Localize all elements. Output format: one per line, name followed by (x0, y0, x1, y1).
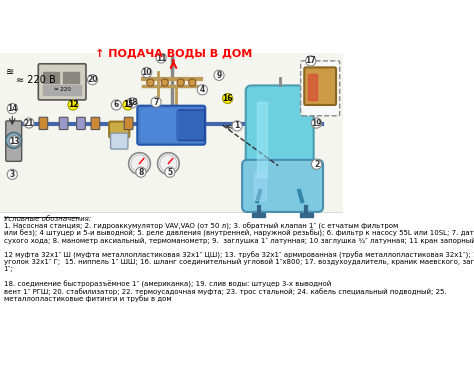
Circle shape (214, 70, 224, 80)
Circle shape (311, 118, 321, 128)
Text: или без); 4 штуцер и 5-и выводной; 5. реле давления (внутренней, наружной резьбы: или без); 4 штуцер и 5-и выводной; 5. ре… (4, 230, 474, 237)
Text: 21: 21 (24, 118, 34, 128)
FancyBboxPatch shape (246, 85, 314, 197)
Text: ↑ ПОДАЧА ВОДЫ В ДОМ: ↑ ПОДАЧА ВОДЫ В ДОМ (95, 49, 252, 59)
Circle shape (131, 155, 148, 172)
FancyBboxPatch shape (304, 67, 336, 105)
FancyBboxPatch shape (59, 117, 68, 130)
FancyBboxPatch shape (6, 121, 22, 161)
Ellipse shape (6, 132, 22, 148)
Circle shape (311, 159, 321, 169)
Circle shape (189, 79, 196, 86)
FancyBboxPatch shape (110, 133, 128, 149)
Circle shape (136, 167, 146, 177)
Text: 19: 19 (311, 118, 322, 128)
FancyBboxPatch shape (38, 64, 86, 100)
Circle shape (197, 85, 208, 95)
Circle shape (160, 155, 177, 172)
Text: сухого хода; 8. манометр аксиальный, термоманометр; 9.  заглушка 1″ латунная; 10: сухого хода; 8. манометр аксиальный, тер… (4, 237, 474, 244)
Text: 18. соединение быстроразъёмное 1″ (американка); 19. слив воды: штуцер 3-х выводн: 18. соединение быстроразъёмное 1″ (амери… (4, 280, 331, 288)
Circle shape (223, 93, 233, 103)
Bar (43, 72, 59, 82)
Bar (308, 74, 317, 100)
Circle shape (151, 97, 161, 107)
Circle shape (9, 136, 19, 146)
Text: 15: 15 (123, 100, 133, 109)
Circle shape (142, 67, 152, 78)
Text: ≊: ≊ (6, 67, 14, 77)
Text: 16: 16 (222, 94, 233, 103)
FancyBboxPatch shape (242, 160, 323, 212)
Text: Условные обозначения:: Условные обозначения: (4, 216, 91, 222)
Bar (300, 213, 313, 217)
Bar (257, 102, 267, 177)
Circle shape (128, 153, 150, 174)
Circle shape (68, 100, 78, 110)
Text: вент 1″ РГШ; 20. стабилизатор; 22. термоусадочная муфта; 23. трос стальной; 24. : вент 1″ РГШ; 20. стабилизатор; 22. термо… (4, 288, 446, 295)
FancyBboxPatch shape (91, 117, 100, 130)
Text: 6: 6 (114, 100, 119, 109)
Bar (255, 172, 266, 200)
Text: 1″;: 1″; (4, 266, 13, 272)
Circle shape (232, 121, 242, 131)
Bar (63, 72, 79, 82)
Text: 13: 13 (9, 137, 20, 146)
Circle shape (87, 75, 98, 85)
Circle shape (156, 53, 166, 63)
Text: 7: 7 (154, 98, 159, 107)
Bar (0, 53, 343, 212)
Circle shape (306, 56, 316, 66)
Circle shape (127, 98, 137, 108)
FancyBboxPatch shape (109, 121, 129, 138)
Text: 12: 12 (68, 100, 78, 109)
Circle shape (7, 103, 18, 114)
FancyBboxPatch shape (39, 117, 48, 130)
Text: 10: 10 (141, 68, 152, 77)
FancyBboxPatch shape (301, 61, 340, 116)
Circle shape (24, 118, 34, 128)
Circle shape (161, 79, 168, 86)
FancyBboxPatch shape (177, 110, 204, 140)
Text: ≈ 220: ≈ 220 (54, 87, 71, 92)
Text: 8: 8 (138, 168, 144, 177)
Circle shape (165, 167, 175, 177)
Text: 4: 4 (200, 85, 205, 94)
Bar (43, 85, 81, 95)
Text: 3: 3 (9, 170, 15, 179)
Text: 18: 18 (127, 98, 137, 107)
Text: 11: 11 (156, 53, 166, 63)
Text: уголок 32х1″ Г;  15. ниппель 1″ ШШ; 16. шланг соединительный угловой 1″x800; 17.: уголок 32х1″ Г; 15. ниппель 1″ ШШ; 16. ш… (4, 259, 474, 265)
FancyBboxPatch shape (137, 106, 205, 145)
Text: 5: 5 (167, 168, 173, 177)
Text: 1. Насосная станция; 2. гидроаккумулятор VAV,VAO (от 50 л); 3. обратный клапан 1: 1. Насосная станция; 2. гидроаккумулятор… (4, 223, 398, 230)
Text: 17: 17 (305, 56, 316, 66)
Circle shape (157, 153, 179, 174)
Circle shape (7, 169, 18, 180)
Bar (252, 213, 265, 217)
Text: ≈ 220 В: ≈ 220 В (16, 75, 55, 85)
Text: 14: 14 (7, 104, 18, 113)
Text: 9: 9 (216, 71, 222, 80)
FancyBboxPatch shape (124, 117, 133, 130)
Circle shape (177, 79, 184, 86)
Text: 2: 2 (314, 160, 319, 169)
Text: металлопластиковые фитинги и трубы в дом: металлопластиковые фитинги и трубы в дом (4, 295, 171, 302)
Text: 1: 1 (235, 121, 240, 130)
Bar (141, 109, 177, 141)
Text: 20: 20 (87, 75, 98, 84)
Text: 12 муфта 32х1″ Ш (муфта металлопластиковая 32х1″ ЦШ); 13. труба 32х1″ армированн: 12 муфта 32х1″ Ш (муфта металлопластиков… (4, 252, 474, 259)
Circle shape (111, 100, 121, 110)
Circle shape (147, 79, 154, 86)
Circle shape (123, 100, 133, 110)
FancyBboxPatch shape (77, 117, 85, 130)
